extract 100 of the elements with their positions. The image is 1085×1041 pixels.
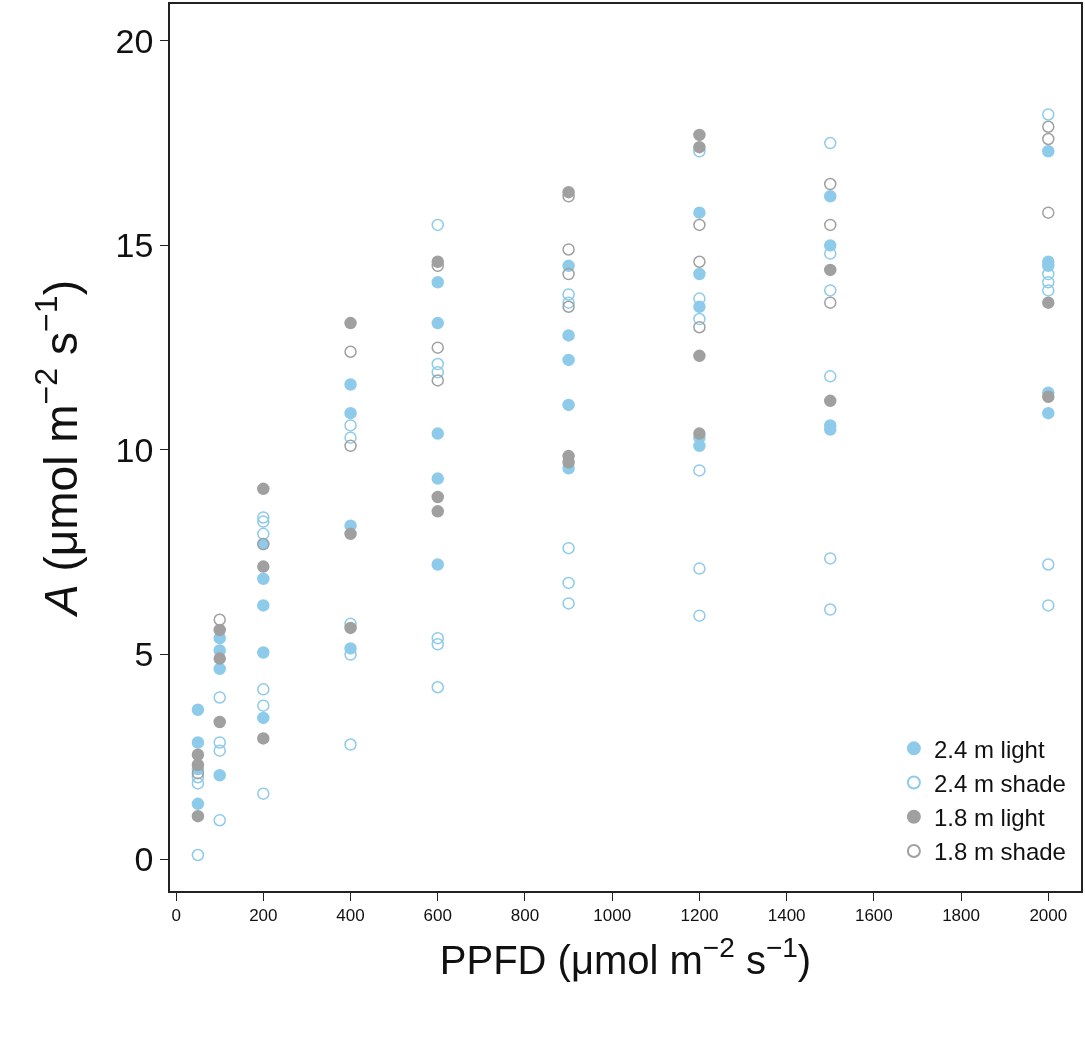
point [257,711,270,725]
point [824,603,837,616]
point [431,365,445,379]
point [693,255,706,268]
point [257,787,270,800]
point [344,345,357,359]
point [562,267,575,281]
legend-label: 2.4 m shade [933,769,1066,797]
point [1042,599,1055,612]
point [431,427,445,440]
x-tick-label: 600 [423,906,452,926]
point [1042,108,1055,121]
point [257,699,270,712]
point [693,349,706,363]
point [431,341,445,354]
point [191,736,205,749]
point [562,541,575,555]
x-tick-label: 800 [510,906,540,926]
point [213,736,226,749]
point [344,431,357,444]
legend-label: 1.8 m shade [933,838,1066,866]
point [431,316,445,330]
point [257,683,270,696]
point [257,646,270,659]
point [693,609,706,622]
point [1042,406,1055,420]
point [693,464,706,477]
point [344,406,357,420]
point [213,744,226,757]
point [824,296,837,309]
point [824,284,837,297]
legend-label: 1.8 m light [933,804,1045,832]
point [562,597,575,610]
point [562,329,575,342]
point [257,527,270,541]
point [213,715,226,729]
point [344,316,357,330]
point [693,439,706,453]
point [431,472,445,485]
point [1042,296,1055,309]
point [191,809,205,823]
y-tick-label: 10 [115,430,154,469]
point [1042,120,1055,133]
point [1042,390,1055,404]
x-tick-label: 1800 [942,906,980,926]
point [562,296,575,309]
point [431,681,445,694]
point [431,505,445,518]
point [431,631,445,645]
point [431,374,445,387]
point [344,738,357,751]
point [431,638,445,651]
point [824,218,837,232]
point [1042,206,1055,219]
point [431,357,445,371]
x-tick-label: 400 [336,906,365,926]
point [824,552,837,565]
point [213,768,226,782]
point [824,177,837,191]
point [213,613,226,626]
point [693,140,706,154]
point [824,136,837,150]
point [693,312,706,326]
point [693,206,706,219]
point [191,797,205,811]
point [257,599,270,612]
point [562,300,575,314]
point [1042,145,1055,158]
x-tick-label: 2000 [1029,906,1068,926]
point [824,263,837,277]
point [824,370,837,383]
point [562,576,575,590]
point [191,703,205,716]
point [562,288,575,301]
point [562,353,575,367]
point [257,732,270,745]
point [431,275,445,289]
point [1042,275,1055,289]
point [1042,558,1055,571]
point [257,511,270,524]
point [344,621,357,635]
point [257,572,270,586]
point [1042,267,1055,281]
point [344,378,357,391]
x-tick-label: 1000 [593,906,632,926]
point [191,848,205,862]
point [693,320,706,334]
x-tick-label: 0 [171,906,181,926]
point [693,562,706,575]
point [191,777,205,790]
point [693,427,706,440]
point [431,558,445,571]
point [562,243,575,256]
point [213,691,226,704]
y-tick-label: 20 [115,21,154,60]
x-tick-label: 1600 [854,906,893,926]
x-axis-title: PPFD (μmol m$^{−2}$ s$^{−1}$) [439,932,812,983]
point [431,490,445,504]
y-tick-label: 15 [115,226,154,265]
point [824,190,837,203]
